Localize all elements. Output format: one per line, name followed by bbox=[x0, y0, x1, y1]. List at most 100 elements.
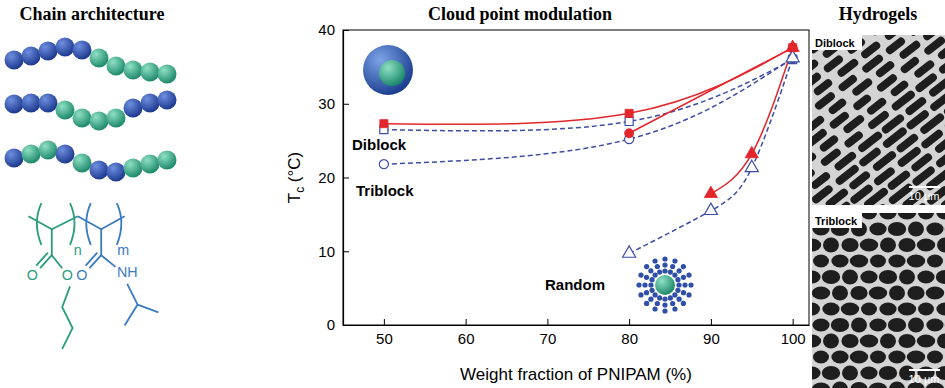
x-tick-label: 80 bbox=[621, 330, 638, 347]
corona-bead bbox=[648, 282, 653, 287]
pore bbox=[842, 114, 866, 135]
corona-bead bbox=[649, 277, 654, 282]
corona-bead bbox=[677, 268, 682, 273]
pore bbox=[879, 213, 896, 220]
bead bbox=[39, 42, 58, 61]
corona-bead bbox=[682, 282, 687, 287]
data-point bbox=[704, 186, 717, 197]
pore bbox=[937, 238, 945, 253]
y-tick-mark bbox=[343, 325, 349, 326]
sem-background bbox=[812, 35, 945, 205]
corona-bead bbox=[662, 296, 667, 301]
corona-bead bbox=[686, 272, 691, 277]
y-tick: 30 bbox=[318, 95, 349, 112]
series-line bbox=[629, 48, 793, 134]
pore bbox=[836, 57, 860, 78]
pore bbox=[928, 75, 945, 98]
corona-bead bbox=[648, 268, 653, 273]
pore bbox=[917, 335, 935, 348]
x-tick-label: 90 bbox=[703, 330, 720, 347]
corona-bead bbox=[644, 264, 649, 269]
pore bbox=[889, 382, 905, 388]
x-axis-title: Weight fraction of PNIPAM (%) bbox=[460, 365, 692, 384]
pore bbox=[927, 255, 943, 268]
pore bbox=[907, 255, 925, 268]
corona-bead bbox=[653, 292, 658, 297]
bead bbox=[73, 154, 92, 173]
pore bbox=[860, 271, 877, 284]
annotation: Diblock bbox=[352, 136, 407, 153]
bead bbox=[124, 99, 143, 118]
scale-bar-label: 10 μm bbox=[909, 190, 940, 202]
repeat-index: n bbox=[74, 242, 82, 258]
plot-area bbox=[379, 40, 799, 257]
pore bbox=[936, 38, 945, 60]
series-line bbox=[384, 60, 793, 131]
y-tick: 10 bbox=[318, 243, 349, 260]
bead bbox=[56, 38, 75, 57]
annotation: Triblock bbox=[356, 182, 414, 199]
x-tick-mark bbox=[793, 319, 794, 325]
corona-bead bbox=[677, 297, 682, 302]
pore bbox=[927, 351, 943, 364]
corona-bead bbox=[681, 301, 686, 306]
pore bbox=[831, 318, 849, 332]
pore bbox=[813, 351, 829, 364]
pore bbox=[812, 201, 813, 205]
core bbox=[379, 60, 405, 86]
pore bbox=[860, 335, 878, 348]
bead bbox=[5, 149, 24, 168]
x-tick-label: 100 bbox=[781, 330, 806, 347]
data-point bbox=[625, 129, 634, 138]
corona-bead bbox=[662, 308, 667, 313]
bead bbox=[124, 159, 143, 178]
pore bbox=[841, 303, 859, 316]
pore bbox=[813, 255, 829, 268]
bead bbox=[22, 94, 41, 113]
pore bbox=[936, 213, 945, 220]
corona-bead bbox=[655, 264, 660, 269]
data-point bbox=[623, 246, 636, 257]
bond bbox=[62, 286, 72, 348]
corona-bead bbox=[655, 301, 660, 306]
bead bbox=[90, 161, 109, 180]
sem-background bbox=[812, 213, 945, 388]
pore bbox=[889, 286, 905, 301]
bead bbox=[107, 163, 126, 182]
atom-label: O bbox=[27, 267, 38, 283]
bead bbox=[158, 151, 177, 170]
corona-bead bbox=[672, 292, 677, 297]
pore bbox=[933, 131, 945, 154]
corona-bead bbox=[686, 292, 691, 297]
bead bbox=[5, 95, 24, 114]
pore bbox=[870, 351, 886, 364]
bead bbox=[141, 155, 160, 174]
pore bbox=[842, 270, 858, 285]
bracket bbox=[37, 203, 42, 245]
corona-bead bbox=[644, 275, 649, 280]
label-box bbox=[812, 213, 862, 228]
corona-bead bbox=[668, 269, 673, 274]
pore bbox=[861, 213, 877, 220]
corona-bead bbox=[681, 275, 686, 280]
pore bbox=[841, 334, 858, 348]
pore bbox=[899, 270, 915, 285]
x-tick-mark bbox=[547, 319, 548, 325]
y-tick-label: 40 bbox=[318, 21, 335, 38]
scale-bar bbox=[909, 186, 940, 188]
corona-bead bbox=[662, 302, 667, 307]
pore bbox=[929, 91, 945, 112]
corona-bead bbox=[662, 268, 667, 273]
x-tick-mark bbox=[384, 319, 385, 325]
chart-title: Cloud point modulation bbox=[428, 4, 612, 24]
y-tick: 0 bbox=[327, 316, 349, 333]
pore bbox=[935, 148, 945, 169]
x-axis-line bbox=[344, 325, 810, 326]
bead bbox=[90, 49, 109, 68]
pore bbox=[888, 318, 906, 332]
pore bbox=[850, 351, 868, 364]
x-tick-label: 60 bbox=[458, 330, 475, 347]
pore bbox=[917, 239, 935, 252]
core-shell-icon bbox=[363, 45, 413, 95]
scale-bar-label: 10 μm bbox=[909, 373, 940, 385]
